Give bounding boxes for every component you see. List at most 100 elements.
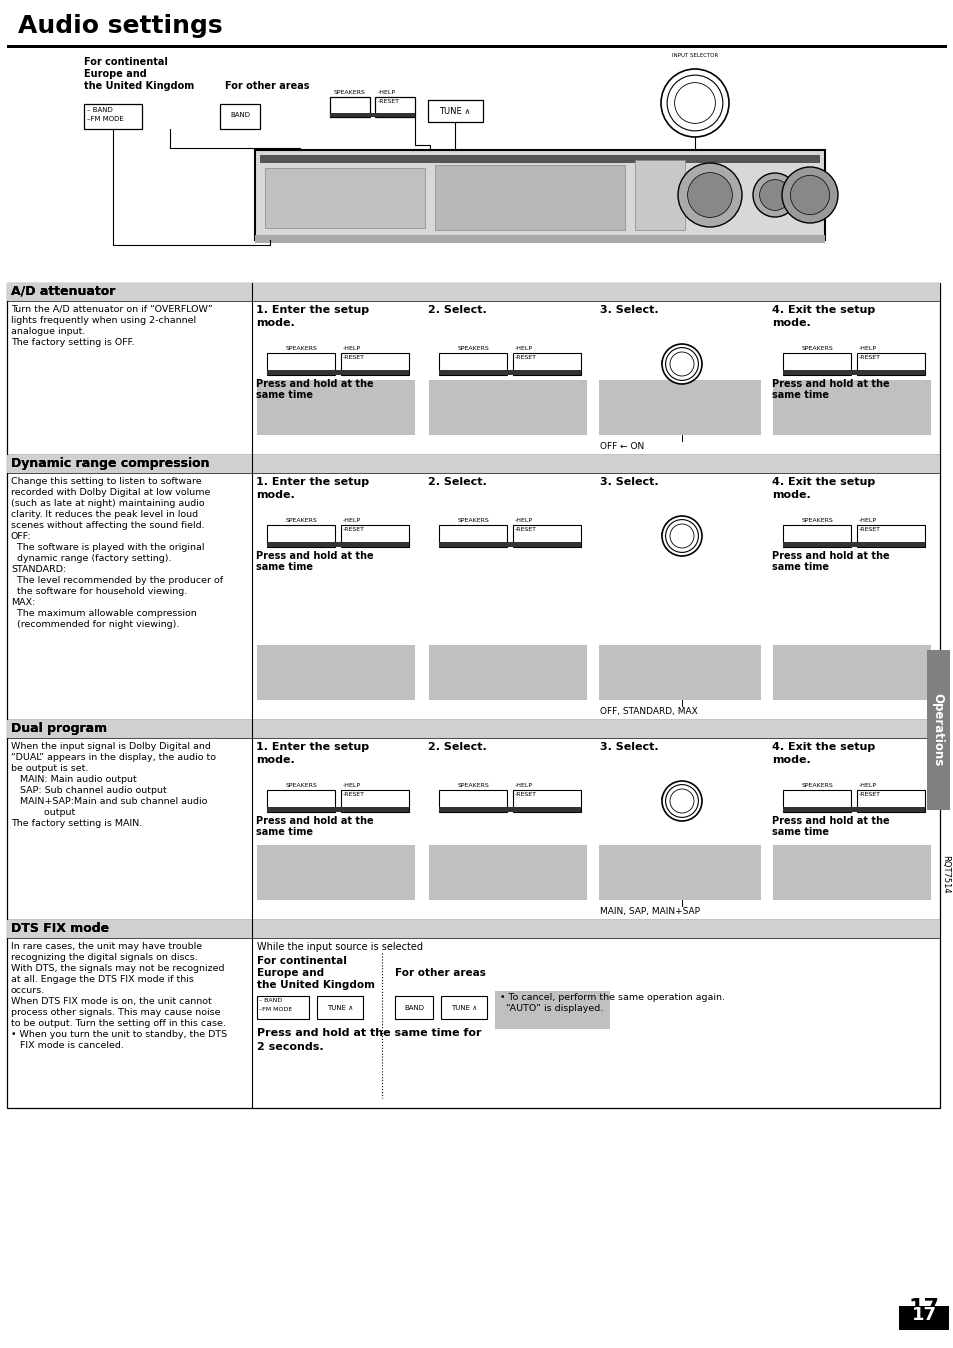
Bar — [782, 353, 850, 375]
Text: While the input source is selected: While the input source is selected — [256, 942, 422, 952]
Bar — [267, 353, 335, 375]
Bar — [513, 524, 580, 547]
Bar — [254, 150, 824, 240]
Bar — [439, 524, 507, 547]
Text: MAX:: MAX: — [11, 599, 35, 607]
Text: BAND: BAND — [403, 1006, 423, 1011]
Bar — [439, 807, 580, 811]
Bar — [84, 104, 142, 129]
Text: -HELP: -HELP — [515, 783, 533, 789]
Text: Press and hold at the: Press and hold at the — [255, 551, 374, 561]
Text: -HELP: -HELP — [342, 783, 360, 789]
Text: When DTS FIX mode is on, the unit cannot: When DTS FIX mode is on, the unit cannot — [11, 998, 212, 1006]
Text: DTS FIX mode: DTS FIX mode — [11, 922, 109, 936]
Text: Europe and: Europe and — [256, 968, 324, 979]
Text: 4. Exit the setup: 4. Exit the setup — [771, 477, 874, 487]
Text: STANDARD:: STANDARD: — [11, 565, 66, 574]
Bar — [340, 790, 408, 811]
Bar — [429, 380, 586, 435]
Text: at all. Engage the DTS FIX mode if this: at all. Engage the DTS FIX mode if this — [11, 975, 193, 984]
Bar — [7, 44, 946, 49]
Bar — [782, 807, 923, 811]
Circle shape — [666, 75, 722, 131]
Text: 2 seconds.: 2 seconds. — [256, 1042, 323, 1051]
Circle shape — [661, 780, 701, 821]
Circle shape — [759, 179, 790, 210]
Text: Dynamic range compression: Dynamic range compression — [11, 457, 210, 470]
Text: A/D attenuator: A/D attenuator — [11, 284, 115, 298]
Bar — [7, 720, 939, 737]
Bar — [439, 542, 580, 547]
Bar — [429, 644, 586, 700]
Text: same time: same time — [255, 562, 313, 572]
Bar — [256, 996, 309, 1019]
Text: recorded with Dolby Digital at low volume: recorded with Dolby Digital at low volum… — [11, 488, 211, 497]
Text: 3. Select.: 3. Select. — [599, 741, 658, 752]
Bar — [7, 283, 939, 301]
Text: the United Kingdom: the United Kingdom — [84, 81, 194, 92]
Text: the United Kingdom: the United Kingdom — [256, 980, 375, 989]
Text: (recommended for night viewing).: (recommended for night viewing). — [11, 620, 179, 630]
Text: RQT7514: RQT7514 — [941, 855, 949, 894]
Text: DTS FIX mode: DTS FIX mode — [11, 922, 109, 936]
Text: For continental: For continental — [256, 956, 347, 967]
Circle shape — [661, 344, 701, 384]
Text: mode.: mode. — [255, 491, 294, 500]
Text: -HELP: -HELP — [858, 783, 876, 789]
Text: SPEAKERS: SPEAKERS — [285, 783, 316, 789]
Text: INPUT SELECTOR: INPUT SELECTOR — [660, 797, 702, 802]
Circle shape — [674, 82, 715, 124]
Text: recognizing the digital signals on discs.: recognizing the digital signals on discs… — [11, 953, 197, 962]
Text: –FM MODE: –FM MODE — [258, 1007, 292, 1012]
Circle shape — [669, 352, 693, 376]
Bar — [856, 353, 923, 375]
Circle shape — [781, 167, 837, 222]
Text: SPEAKERS: SPEAKERS — [334, 90, 366, 94]
Text: -HELP: -HELP — [515, 518, 533, 523]
Text: MAIN: Main audio output: MAIN: Main audio output — [11, 775, 136, 785]
Bar — [782, 369, 923, 375]
Text: SAP: Sub channel audio output: SAP: Sub channel audio output — [11, 786, 167, 795]
Text: mode.: mode. — [771, 755, 810, 766]
Text: OFF:: OFF: — [11, 532, 31, 541]
Circle shape — [661, 516, 701, 555]
Text: Press and hold at the: Press and hold at the — [771, 379, 889, 390]
Text: TUNE ∧: TUNE ∧ — [451, 1006, 476, 1011]
Text: Europe and: Europe and — [84, 69, 147, 80]
Text: 17: 17 — [910, 1306, 936, 1324]
Text: For other areas: For other areas — [395, 968, 485, 979]
Circle shape — [665, 785, 698, 817]
Text: The factory setting is MAIN.: The factory setting is MAIN. — [11, 820, 142, 828]
Text: output: output — [11, 807, 75, 817]
Text: For other areas: For other areas — [225, 81, 309, 92]
Bar — [330, 97, 370, 117]
Text: -RESET: -RESET — [858, 793, 880, 797]
Bar — [7, 283, 939, 456]
Text: – BAND: – BAND — [87, 106, 112, 113]
Text: SPEAKERS: SPEAKERS — [801, 518, 832, 523]
Bar — [439, 353, 507, 375]
Text: Press and hold at the: Press and hold at the — [255, 379, 374, 390]
Text: SPEAKERS: SPEAKERS — [801, 783, 832, 789]
Text: SPEAKERS: SPEAKERS — [285, 518, 316, 523]
Text: clarity. It reduces the peak level in loud: clarity. It reduces the peak level in lo… — [11, 510, 198, 519]
Bar — [220, 104, 260, 129]
Circle shape — [790, 175, 829, 214]
Text: BAND: BAND — [230, 112, 250, 119]
Bar — [435, 164, 624, 231]
Bar — [513, 790, 580, 811]
Bar — [7, 456, 939, 720]
Text: -HELP: -HELP — [858, 346, 876, 350]
Text: OFF ← ON: OFF ← ON — [599, 442, 643, 452]
Text: -RESET: -RESET — [515, 527, 537, 532]
Text: 1. Enter the setup: 1. Enter the setup — [255, 741, 369, 752]
Text: Dynamic range compression: Dynamic range compression — [11, 457, 210, 470]
Text: SPEAKERS: SPEAKERS — [457, 518, 489, 523]
Text: -HELP: -HELP — [377, 90, 395, 94]
Bar — [598, 644, 760, 700]
Bar — [254, 235, 824, 243]
Bar — [7, 456, 939, 473]
Text: mode.: mode. — [255, 755, 294, 766]
Bar — [772, 845, 930, 900]
Text: –FM MODE: –FM MODE — [87, 116, 124, 123]
